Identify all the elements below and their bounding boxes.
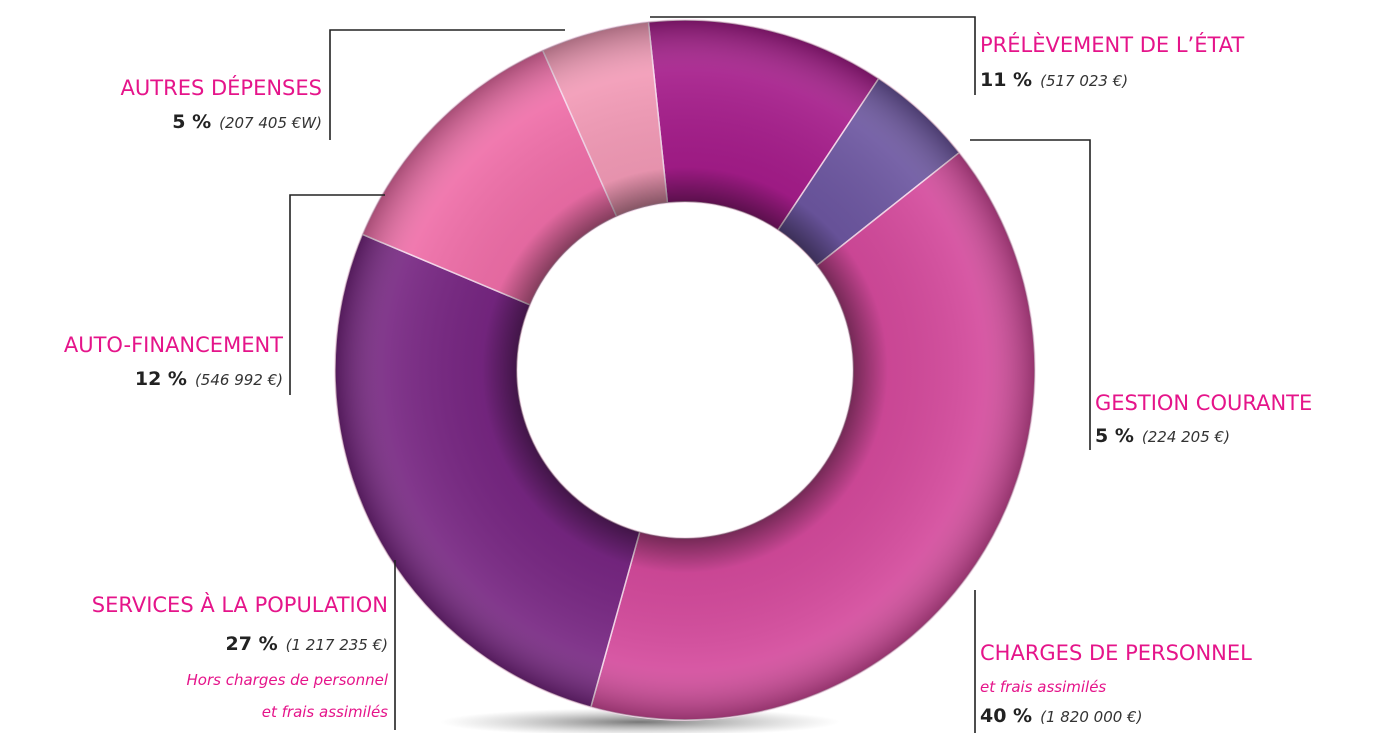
percent: 5 % bbox=[172, 111, 211, 133]
category-label: SERVICES À LA POPULATION bbox=[92, 592, 388, 617]
percent: 11 % bbox=[980, 69, 1032, 91]
percent: 12 % bbox=[135, 368, 187, 390]
category-label: CHARGES DE PERSONNEL bbox=[980, 641, 1252, 665]
leader-line bbox=[650, 16, 976, 95]
value-label: 5 % (224 205 €) bbox=[1095, 425, 1230, 447]
category-label: PRÉLÈVEMENT DE L’ÉTAT bbox=[980, 32, 1244, 57]
category-label: AUTRES DÉPENSES bbox=[121, 75, 322, 100]
value-label: 40 % (1 820 000 €) bbox=[980, 705, 1142, 727]
value-label: 11 % (517 023 €) bbox=[980, 69, 1128, 91]
value-label: 27 % (1 217 235 €) bbox=[226, 633, 388, 655]
donut bbox=[334, 19, 1036, 721]
value-label: 12 % (546 992 €) bbox=[135, 368, 283, 390]
note: et frais assimilés bbox=[980, 678, 1106, 696]
category-label: GESTION COURANTE bbox=[1095, 391, 1312, 415]
leader-line bbox=[970, 139, 1091, 450]
percent: 27 % bbox=[226, 633, 278, 655]
note: et frais assimilés bbox=[262, 703, 388, 721]
amount: (1 217 235 €) bbox=[286, 636, 388, 654]
note: Hors charges de personnel bbox=[187, 671, 389, 689]
leader-line bbox=[329, 29, 565, 140]
leader-line bbox=[289, 194, 385, 395]
percent: 5 % bbox=[1095, 425, 1134, 447]
value-label: 5 % (207 405 €W) bbox=[172, 111, 322, 133]
category-label: AUTO-FINANCEMENT bbox=[64, 333, 283, 357]
amount: (546 992 €) bbox=[195, 371, 283, 389]
amount: (517 023 €) bbox=[1040, 72, 1128, 90]
percent: 40 % bbox=[980, 705, 1032, 727]
amount: (1 820 000 €) bbox=[1040, 708, 1142, 726]
labels: PRÉLÈVEMENT DE L’ÉTAT 11 % (517 023 €) GEST… bbox=[64, 32, 1312, 727]
amount: (224 205 €) bbox=[1142, 428, 1230, 446]
amount: (207 405 €W) bbox=[219, 114, 322, 132]
